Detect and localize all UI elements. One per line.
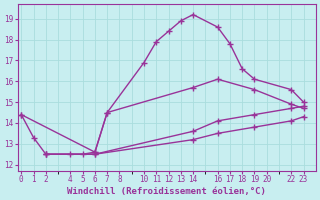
X-axis label: Windchill (Refroidissement éolien,°C): Windchill (Refroidissement éolien,°C) bbox=[67, 187, 266, 196]
